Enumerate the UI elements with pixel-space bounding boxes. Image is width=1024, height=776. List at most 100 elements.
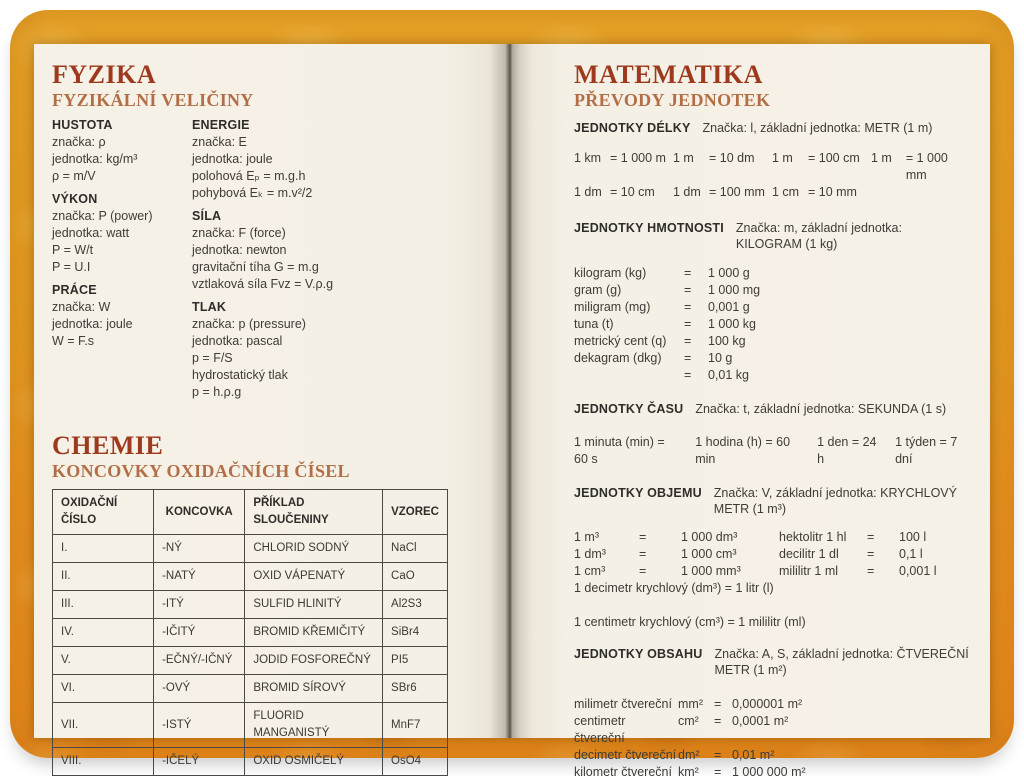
table-cell: MnF7: [382, 702, 448, 748]
block-line: W = F.s: [52, 334, 95, 348]
block-line: jednotka: newton: [192, 243, 287, 257]
equals-sign: =: [867, 564, 875, 578]
table-cell: II.: [51, 562, 155, 591]
block-line: vztlaková síla Fvz = V.ρ.g: [192, 277, 334, 291]
unit: tuna (t): [574, 317, 614, 331]
physics-block-energie: ENERGIE značka: E jednotka: joule poloho…: [192, 117, 488, 202]
unit: decilitr 1 dl: [779, 547, 839, 561]
open-pages: FYZIKA FYZIKÁLNÍ VELIČINY HUSTOTA značka…: [34, 44, 990, 776]
math-title: MATEMATIKA: [574, 60, 763, 89]
value: 1 000 g: [708, 266, 750, 280]
value: 0,01 m²: [732, 748, 775, 762]
value: 100 kg: [708, 334, 746, 348]
left-page: FYZIKA FYZIKÁLNÍ VELIČINY HUSTOTA značka…: [34, 44, 510, 776]
equals-sign: =: [684, 334, 692, 348]
equals-sign: =: [684, 317, 692, 331]
unit: 1 km: [574, 151, 602, 165]
conversion-item: 1 den = 24 h: [817, 435, 877, 466]
block-line: P = U.I: [52, 260, 91, 274]
chemistry-title: CHEMIE: [52, 431, 164, 460]
unit: kilogram (kg): [574, 266, 647, 280]
time-section-heading: JEDNOTKY ČASU Značka: t, základní jednot…: [574, 401, 970, 417]
equals-sign: =: [639, 530, 647, 544]
unit: gram (g): [574, 283, 622, 297]
oxidation-endings-table: OXIDAČNÍ ČÍSLO KONCOVKA PŘÍKLAD SLOUČENI…: [51, 489, 448, 776]
volume-note: 1 decimetr krychlový (dm³) = 1 litr (l): [574, 581, 774, 595]
block-line: ρ = m/V: [52, 169, 96, 183]
table-cell: CHLORID SODNÝ: [244, 534, 384, 563]
table-cell: VIII.: [51, 747, 155, 776]
block-line: polohová Eₚ = m.g.h: [192, 169, 306, 183]
chemistry-section: CHEMIE KONCOVKY OXIDAČNÍCH ČÍSEL OXIDAČN…: [51, 431, 488, 776]
section-desc: Značka: t, základní jednotka: SEKUNDA (1…: [695, 402, 947, 416]
table-cell: SiBr4: [382, 618, 448, 647]
table-cell: -ITÝ: [153, 590, 246, 619]
section-label: JEDNOTKY DÉLKY: [574, 121, 691, 135]
physics-column-1: HUSTOTA značka: ρ jednotka: kg/m³ ρ = m/…: [52, 117, 192, 401]
value: = 1 000 m: [610, 151, 666, 165]
block-line: značka: P (power): [52, 209, 153, 223]
table-row: V. -EČNÝ/-IČNÝ JODID FOSFOREČNÝ PI5: [51, 646, 448, 675]
value: 1 000 mg: [708, 283, 761, 297]
conversion-item: 1 hodina (h) = 60 min: [695, 435, 791, 466]
unit: mililitr 1 ml: [779, 564, 839, 578]
unit: metrický cent (q): [574, 334, 667, 348]
value: 0,001 g: [708, 300, 750, 314]
block-line: jednotka: kg/m³: [52, 152, 138, 166]
table-cell: -IČITÝ: [153, 618, 246, 647]
table-cell: VI.: [51, 674, 155, 703]
table-cell: -NATÝ: [153, 562, 246, 591]
table-cell: Al2S3: [382, 590, 448, 619]
unit: 1 cm: [772, 185, 800, 199]
table-cell: BROMID KŘEMIČITÝ: [244, 618, 384, 647]
block-line: hydrostatický tlak: [192, 368, 288, 382]
physics-columns: HUSTOTA značka: ρ jednotka: kg/m³ ρ = m/…: [52, 117, 488, 401]
value: 10 g: [708, 351, 733, 365]
value: = 100 cm: [808, 151, 860, 165]
table-cell: NaCl: [382, 534, 448, 563]
table-cell: FLUORID MANGANISTÝ: [244, 702, 384, 748]
value: 0,000001 m²: [732, 697, 803, 711]
table-row: I. -NÝ CHLORID SODNÝ NaCl: [51, 534, 448, 563]
block-line: gravitační tíha G = m.g: [192, 260, 319, 274]
block-line: p = F/S: [192, 351, 233, 365]
value: = 1 000 mm: [905, 151, 948, 182]
table-cell: I.: [51, 534, 155, 563]
physics-block-vykon: VÝKON značka: P (power) jednotka: watt P…: [52, 191, 192, 276]
conversion-item: 1 minuta (min) = 60 s: [574, 435, 665, 466]
value: 1 000 kg: [708, 317, 756, 331]
unit: 1 dm: [673, 185, 701, 199]
volume-note: 1 centimetr krychlový (cm³) = 1 mililitr…: [574, 615, 806, 629]
block-line: značka: E: [192, 135, 247, 149]
value: 1 000 dm³: [681, 530, 738, 544]
section-label: JEDNOTKY OBSAHU: [574, 647, 703, 661]
unit: 1 dm: [574, 185, 602, 199]
conversion-item: 1 km = 1 000 m: [574, 150, 673, 184]
table-cell: OXID VÁPENATÝ: [244, 562, 384, 591]
area-section-heading: JEDNOTKY OBSAHU Značka: A, S, základní j…: [574, 646, 970, 678]
unit: 1 m: [871, 151, 892, 165]
table-cell: -ISTÝ: [153, 702, 246, 748]
equals-sign: =: [714, 714, 722, 728]
value: 0,01 kg: [708, 368, 750, 382]
value: = 10 cm: [610, 185, 655, 199]
equals-sign: =: [714, 748, 722, 762]
table-cell: BROMID SÍROVÝ: [244, 674, 384, 703]
conversion-item: 1 m = 100 cm: [772, 150, 871, 184]
table-row: VIII. -IČELÝ OXID OSMIČELÝ OsO4: [51, 747, 448, 776]
block-heading: ENERGIE: [192, 118, 250, 132]
section-label: JEDNOTKY HMOTNOSTI: [574, 221, 724, 235]
equals-sign: =: [639, 547, 647, 561]
mass-section-heading: JEDNOTKY HMOTNOSTI Značka: m, základní j…: [574, 220, 970, 252]
equals-sign: =: [684, 266, 692, 280]
equals-sign: =: [714, 697, 722, 711]
section-desc: Značka: m, základní jednotka: KILOGRAM (…: [735, 221, 902, 251]
table-row: IV. -IČITÝ BROMID KŘEMIČITÝ SiBr4: [51, 618, 448, 647]
value: 1 000 cm³: [681, 547, 737, 561]
physics-title: FYZIKA: [52, 60, 157, 89]
block-heading: VÝKON: [52, 192, 98, 206]
table-cell: SBr6: [382, 674, 448, 703]
table-cell: V.: [51, 646, 155, 675]
section-label: JEDNOTKY OBJEMU: [574, 486, 702, 500]
